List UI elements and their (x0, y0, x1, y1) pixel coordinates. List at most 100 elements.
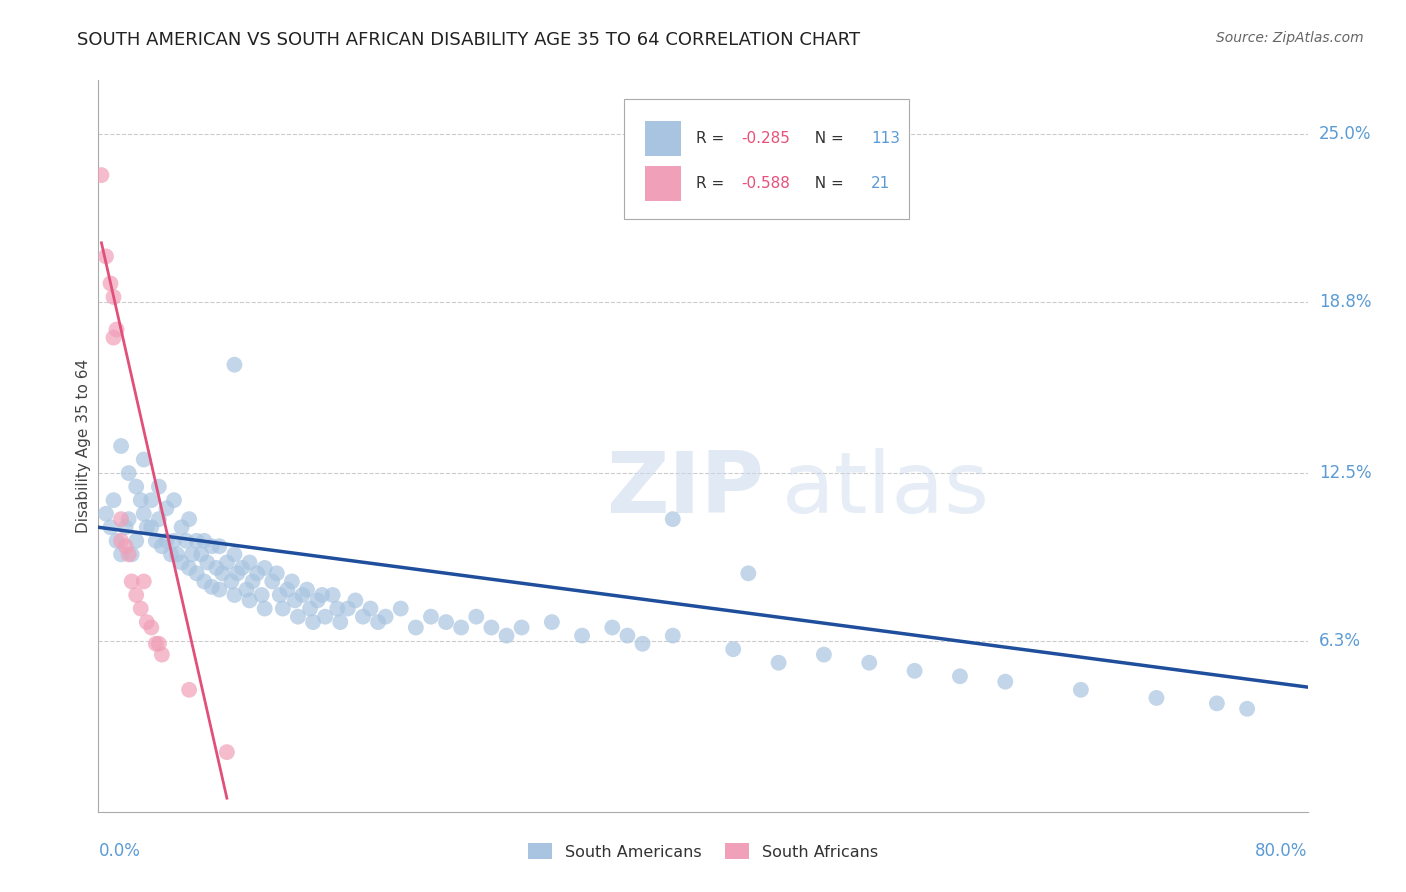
Point (329, 615, 352, 629)
Point (374, 609, 396, 624)
Text: R =: R = (696, 177, 728, 192)
Point (141, 520, 163, 534)
Y-axis label: Disability Age 35 to 64: Disability Age 35 to 64 (76, 359, 91, 533)
Point (287, 609, 309, 624)
Point (132, 452, 155, 467)
Point (103, 331, 125, 345)
Text: SOUTH AMERICAN VS SOUTH AFRICAN DISABILITY AGE 35 TO 64 CORRELATION CHART: SOUTH AMERICAN VS SOUTH AFRICAN DISABILI… (77, 31, 860, 49)
Point (179, 682, 201, 697)
Point (145, 637, 167, 651)
Text: 113: 113 (872, 131, 900, 146)
Point (90, 168, 112, 182)
Text: 12.5%: 12.5% (1319, 464, 1371, 482)
Point (221, 574, 243, 589)
Text: ZIP: ZIP (606, 449, 763, 532)
Point (208, 539, 231, 553)
Point (1070, 682, 1092, 697)
Point (114, 539, 136, 553)
Point (155, 501, 177, 516)
Point (135, 520, 157, 534)
Point (205, 561, 228, 575)
Point (465, 609, 488, 624)
Point (110, 533, 132, 548)
Point (141, 620, 163, 634)
Point (110, 512, 132, 526)
Point (195, 556, 218, 570)
Point (129, 601, 152, 615)
Point (571, 629, 593, 643)
Point (949, 669, 972, 683)
Point (904, 664, 927, 678)
Point (271, 601, 294, 615)
Point (1144, 690, 1167, 705)
Point (420, 609, 443, 624)
Point (186, 533, 208, 548)
Point (262, 574, 284, 589)
Point (450, 620, 472, 634)
Point (125, 533, 148, 548)
Point (132, 574, 155, 589)
Point (121, 547, 143, 561)
Point (266, 566, 288, 581)
Point (100, 520, 122, 534)
Point (166, 547, 188, 561)
Text: R =: R = (696, 131, 728, 146)
Point (208, 582, 231, 597)
Text: 0.0%: 0.0% (98, 842, 141, 860)
Point (253, 561, 276, 575)
Point (326, 601, 349, 615)
Point (129, 493, 152, 508)
Point (242, 574, 264, 589)
Text: Source: ZipAtlas.com: Source: ZipAtlas.com (1216, 31, 1364, 45)
Point (105, 322, 128, 336)
Point (105, 533, 128, 548)
Text: -0.285: -0.285 (742, 131, 790, 146)
Point (723, 642, 745, 657)
Point (155, 533, 177, 548)
Point (94, 507, 117, 521)
FancyBboxPatch shape (624, 99, 908, 219)
Point (201, 539, 224, 553)
Point (163, 493, 186, 508)
Text: N =: N = (804, 131, 848, 146)
Point (215, 745, 238, 759)
Point (226, 566, 249, 581)
Point (150, 539, 173, 553)
Point (110, 439, 132, 453)
Point (145, 533, 167, 548)
Point (311, 588, 333, 602)
Point (135, 615, 157, 629)
Point (100, 277, 122, 291)
Point (163, 533, 186, 548)
Point (179, 561, 201, 575)
Point (224, 547, 246, 561)
Point (231, 561, 253, 575)
Point (215, 556, 238, 570)
Point (118, 547, 141, 561)
Point (239, 556, 262, 570)
Text: 25.0%: 25.0% (1319, 126, 1371, 144)
Point (125, 480, 148, 494)
Point (295, 582, 318, 597)
Point (148, 637, 170, 651)
Point (631, 637, 654, 651)
Bar (645, 121, 682, 156)
Point (250, 588, 273, 602)
Point (661, 512, 683, 526)
Point (269, 588, 291, 602)
Point (737, 566, 759, 581)
Text: atlas: atlas (782, 449, 990, 532)
Point (190, 547, 212, 561)
Point (602, 620, 624, 634)
Text: 6.3%: 6.3% (1319, 632, 1361, 650)
Point (150, 648, 173, 662)
Point (103, 290, 125, 304)
Legend: South Americans, South Africans: South Americans, South Africans (522, 837, 884, 866)
Point (114, 520, 136, 534)
Point (284, 593, 307, 607)
Point (344, 593, 367, 607)
Point (813, 648, 835, 662)
Point (224, 588, 246, 602)
Point (211, 566, 233, 581)
Point (201, 580, 224, 594)
